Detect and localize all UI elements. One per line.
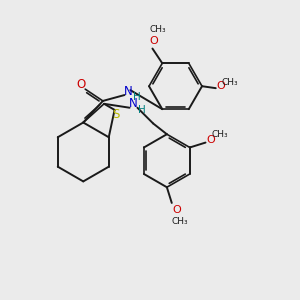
Text: CH₃: CH₃: [221, 78, 238, 87]
Text: S: S: [112, 108, 119, 121]
Text: CH₃: CH₃: [171, 217, 188, 226]
Text: O: O: [206, 135, 215, 145]
Text: H: H: [134, 92, 141, 102]
Text: O: O: [149, 36, 158, 46]
Text: CH₃: CH₃: [212, 130, 229, 139]
Text: CH₃: CH₃: [149, 26, 166, 34]
Text: H: H: [138, 105, 146, 115]
Text: O: O: [77, 78, 86, 91]
Text: N: N: [129, 97, 138, 110]
Text: O: O: [216, 81, 225, 91]
Text: O: O: [172, 205, 181, 215]
Text: N: N: [124, 85, 133, 98]
